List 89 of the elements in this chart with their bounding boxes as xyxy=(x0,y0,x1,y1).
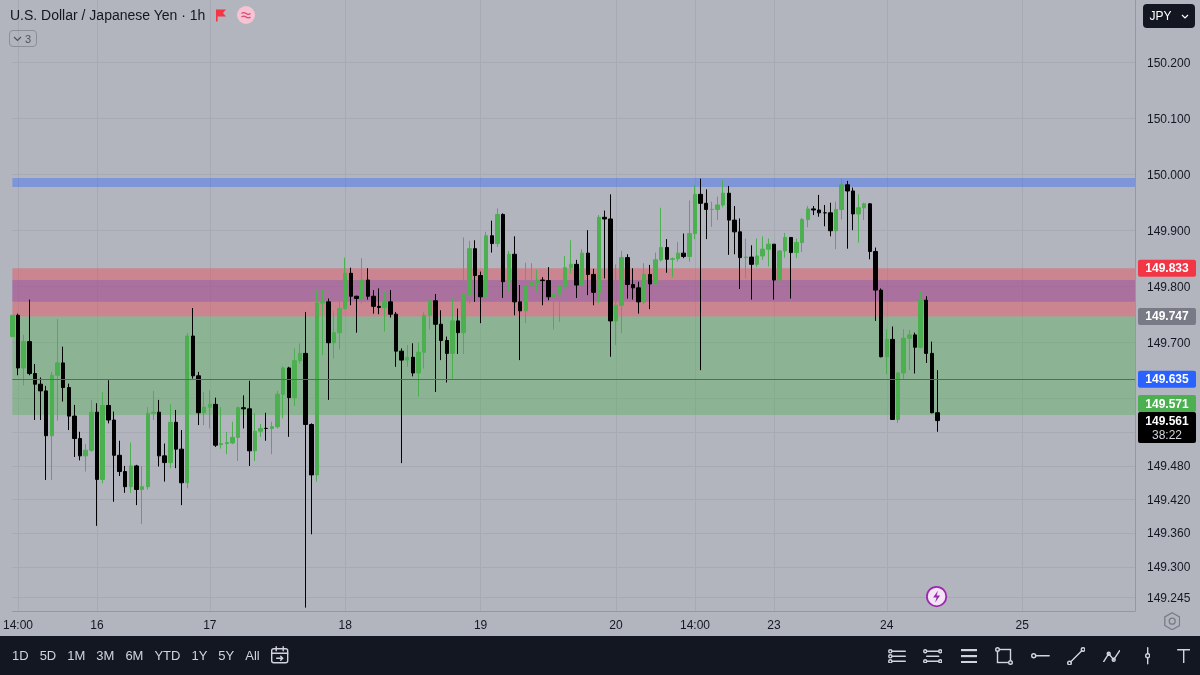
candlestick xyxy=(382,291,387,333)
candlestick xyxy=(772,243,776,301)
x-tick-label: 19 xyxy=(473,618,488,632)
candlestick xyxy=(16,313,20,376)
candlestick xyxy=(681,233,686,259)
candlestick xyxy=(202,391,206,426)
annotation: 3 xyxy=(25,32,32,45)
candlestick xyxy=(95,402,99,527)
text: 38:22 xyxy=(1151,427,1183,442)
y-tick-label: 149.300 xyxy=(1147,559,1191,574)
candlestick xyxy=(890,326,895,421)
text: 5Y xyxy=(218,648,235,663)
x-tick-label: 25 xyxy=(1015,618,1030,632)
y-tick-label: 149.700 xyxy=(1147,335,1191,350)
text: 3M xyxy=(96,648,115,663)
text: 6M xyxy=(125,648,144,663)
candlestick xyxy=(168,403,173,469)
y-tick-label: 149.561 xyxy=(1145,413,1190,428)
text: 1Y xyxy=(191,648,208,663)
candlestick xyxy=(744,238,748,279)
candlestick xyxy=(287,366,291,438)
candlestick xyxy=(580,248,584,291)
candlestick xyxy=(219,406,223,450)
candlestick xyxy=(264,412,268,442)
candlestick xyxy=(648,264,652,310)
candlestick xyxy=(360,257,364,305)
candlestick xyxy=(21,334,26,386)
candlestick xyxy=(484,231,488,303)
y-tick-label: 149.360 xyxy=(1147,526,1191,541)
candlestick xyxy=(61,346,65,403)
candlestick xyxy=(924,295,928,364)
candlestick xyxy=(134,464,139,506)
candlestick xyxy=(642,262,646,305)
y-tick-label: 149.747 xyxy=(1145,309,1190,324)
candlestick xyxy=(918,291,923,349)
candlestick xyxy=(129,441,133,494)
candlestick xyxy=(749,244,754,301)
y-tick-label: 150.200 xyxy=(1147,55,1191,70)
candlestick xyxy=(501,212,505,299)
candlestick xyxy=(213,397,218,448)
candlestick xyxy=(495,207,500,248)
text: U.S. Dollar / Japanese Yen · 1h xyxy=(10,7,206,23)
candlestick xyxy=(456,308,460,355)
candlestick xyxy=(885,328,889,375)
x-tick-label: 18 xyxy=(338,618,353,632)
y-tick-label: 149.800 xyxy=(1147,279,1191,294)
text: JPY xyxy=(1149,9,1172,23)
candlestick xyxy=(806,205,810,228)
x-tick-label: 24 xyxy=(880,618,894,632)
x-tick-label: 16 xyxy=(90,618,104,632)
candlestick xyxy=(913,332,917,375)
y-tick-label: 150.100 xyxy=(1147,111,1191,126)
candlestick xyxy=(140,465,144,525)
text: All xyxy=(245,648,260,663)
x-tick-label: 23 xyxy=(767,618,781,632)
y-tick-label: 149.900 xyxy=(1147,223,1191,238)
candlestick xyxy=(569,239,573,274)
candlestick xyxy=(326,298,331,401)
x-tick-label: 20 xyxy=(609,618,623,632)
candlestick xyxy=(10,314,15,338)
band-label: 149.571 xyxy=(1145,396,1190,411)
y-tick-label: 149.420 xyxy=(1147,492,1191,507)
candlestick xyxy=(597,214,601,304)
candlestick xyxy=(665,238,669,274)
candlestick xyxy=(208,389,212,429)
candlestick xyxy=(185,332,189,489)
x-tick-label: 17 xyxy=(203,618,217,632)
candlestick xyxy=(828,202,833,237)
text: 1M xyxy=(67,648,86,663)
text: 1D xyxy=(12,648,29,663)
y-tick-label: 149.480 xyxy=(1147,458,1191,473)
candlestick xyxy=(450,298,455,380)
candlestick xyxy=(490,220,494,254)
candlestick xyxy=(411,342,415,377)
candlestick xyxy=(789,236,793,299)
y-tick-label: 149.245 xyxy=(1147,590,1191,605)
y-tick-label: 149.833 xyxy=(1145,261,1190,276)
y-tick-label: 150.000 xyxy=(1147,167,1191,182)
candlestick xyxy=(100,391,105,484)
ref-line-label: 149.635 xyxy=(1145,372,1190,387)
candlestick xyxy=(574,259,579,299)
candlestick xyxy=(428,296,432,330)
text: 5D xyxy=(39,648,57,663)
candlestick xyxy=(405,344,409,368)
x-tick-label: 14:00 xyxy=(679,618,711,632)
candlestick xyxy=(507,250,511,293)
candlestick xyxy=(445,336,449,384)
text: YTD xyxy=(154,648,181,663)
x-tick-label: 14:00 xyxy=(3,618,34,632)
